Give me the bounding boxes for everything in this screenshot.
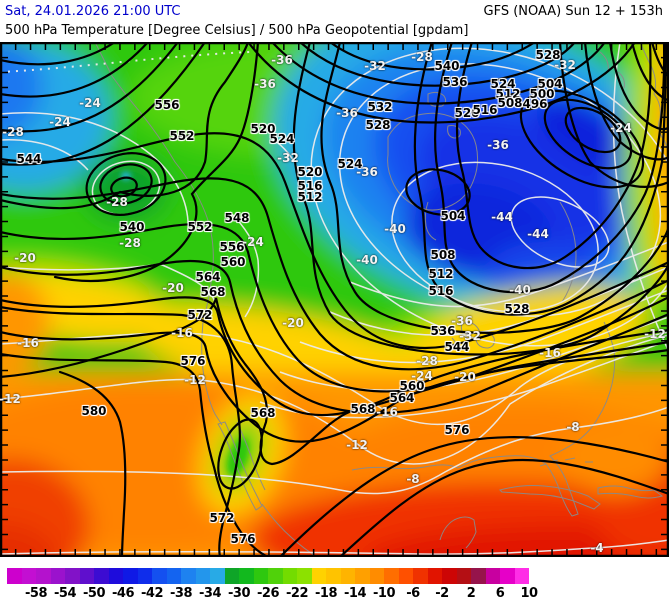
legend-tick-label: -46	[112, 586, 135, 600]
legend-block	[152, 568, 167, 584]
legend-block	[355, 568, 370, 584]
legend-tick-label: 6	[495, 586, 505, 600]
legend-block	[413, 568, 428, 584]
legend-color-bar	[7, 568, 529, 584]
chart-title: 500 hPa Temperature [Degree Celsius] / 5…	[5, 23, 469, 38]
model-info: GFS (NOAA) Sun 12 + 153h	[483, 4, 663, 19]
legend-tick-label: -54	[54, 586, 77, 600]
legend-tick-label: -30	[228, 586, 251, 600]
legend-block	[108, 568, 123, 584]
legend-block	[442, 568, 457, 584]
legend-block	[36, 568, 51, 584]
legend-block	[326, 568, 341, 584]
legend-block	[268, 568, 283, 584]
legend-block	[137, 568, 152, 584]
legend-tick-label: -22	[286, 586, 309, 600]
legend-block	[253, 568, 268, 584]
legend-block	[181, 568, 196, 584]
legend-block	[195, 568, 210, 584]
legend-tick-label: -10	[373, 586, 396, 600]
legend-tick-label: 10	[520, 586, 538, 600]
color-field	[0, 42, 669, 557]
legend-block	[384, 568, 399, 584]
legend-block	[456, 568, 471, 584]
legend-tick-label: -50	[83, 586, 106, 600]
legend-block	[21, 568, 36, 584]
legend-tick-label: 2	[466, 586, 476, 600]
map-frame	[0, 42, 669, 557]
legend-block	[94, 568, 109, 584]
legend-block	[282, 568, 297, 584]
legend-tick-label: -38	[170, 586, 193, 600]
map-graphic	[0, 42, 669, 557]
legend-block	[311, 568, 326, 584]
legend-tick-label: -26	[257, 586, 280, 600]
legend-block	[50, 568, 65, 584]
geopotential-contours	[0, 42, 669, 557]
legend-block	[485, 568, 500, 584]
legend: -58 -54 -50 -46 -42 -38 -34 -30 -26 -22 -18 -14 -10-…	[0, 557, 669, 600]
legend-tick-label: -42	[141, 586, 164, 600]
legend-tick-label: -58	[25, 586, 48, 600]
legend-block	[239, 568, 254, 584]
legend-tick-label: -14	[344, 586, 367, 600]
legend-block	[514, 568, 529, 584]
legend-block	[297, 568, 312, 584]
legend-block	[65, 568, 80, 584]
legend-block	[369, 568, 384, 584]
legend-block	[471, 568, 486, 584]
legend-tick-label: -2	[435, 586, 449, 600]
legend-block	[427, 568, 442, 584]
legend-tick-label: -34	[199, 586, 222, 600]
legend-block	[166, 568, 181, 584]
legend-tick-label: -18	[315, 586, 338, 600]
legend-block	[398, 568, 413, 584]
legend-block	[500, 568, 515, 584]
legend-tick-label: -6	[406, 586, 420, 600]
map-canvas: 556 552 544 540 548 552 556 560 564 568 520 524 520 5…	[0, 42, 669, 557]
run-datetime: Sat, 24.01.2026 21:00 UTC	[5, 4, 181, 19]
legend-block	[340, 568, 355, 584]
legend-block	[210, 568, 225, 584]
legend-block	[7, 568, 22, 584]
legend-block	[224, 568, 239, 584]
legend-block	[79, 568, 94, 584]
legend-block	[123, 568, 138, 584]
